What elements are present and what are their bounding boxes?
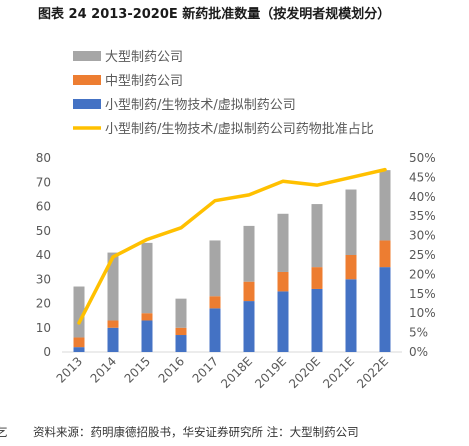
x-tick-label: 2013 (54, 354, 85, 385)
y-right-tick-label: 35% (409, 209, 436, 223)
x-tick-label: 2020E (286, 354, 323, 391)
bar-small (379, 267, 391, 352)
y-right-tick-label: 50% (409, 151, 436, 165)
x-tick-label: 2017 (190, 354, 221, 385)
x-tick-label: 2019E (252, 354, 289, 391)
bar-small (209, 308, 221, 352)
bar-small (73, 347, 85, 352)
bar-medium (243, 281, 255, 302)
bar-medium (277, 271, 289, 292)
bar-large (107, 252, 119, 321)
bar-medium (73, 337, 85, 348)
legend-swatch-2 (73, 99, 101, 109)
y-left-tick-label: 50 (36, 224, 51, 238)
legend-swatch-0 (73, 51, 101, 61)
bar-small (345, 279, 357, 352)
y-left-tick-label: 40 (36, 248, 51, 262)
y-left-tick-label: 0 (43, 345, 51, 359)
y-right-tick-label: 5% (409, 326, 428, 340)
y-right-tick-label: 25% (409, 248, 436, 262)
bar-medium (175, 327, 187, 336)
y-right-tick-label: 20% (409, 267, 436, 281)
series-line-small-share (77, 167, 387, 325)
bar-medium (345, 255, 357, 280)
bar-large (379, 170, 391, 241)
y-left-tick-label: 30 (36, 272, 51, 286)
bar-small (107, 327, 119, 352)
legend-label-2: 小型制药/生物技术/虚拟制药公司 (105, 98, 296, 113)
bar-medium (141, 313, 153, 321)
bar-large (243, 225, 255, 282)
bar-large (345, 189, 357, 255)
bar-medium (311, 267, 323, 289)
legend-label-3: 小型制药/生物技术/虚拟制药公司药物批准占比 (105, 122, 374, 137)
y-left-tick-label: 10 (36, 321, 51, 335)
x-tick-label: 2015 (122, 354, 153, 385)
bar-medium (209, 296, 221, 309)
bar-large (311, 204, 323, 268)
cropped-text-fragment: 乞 (0, 425, 8, 439)
chart-title: 图表 24 2013-2020E 新药批准数量（按发明者规模划分） (38, 7, 391, 22)
y-right-tick-label: 0% (409, 345, 428, 359)
bar-small (277, 291, 289, 352)
legend-label-1: 中型制药公司 (105, 74, 183, 89)
bar-small (243, 301, 255, 352)
y-right-tick-label: 45% (409, 170, 436, 184)
legend-swatch-1 (73, 75, 101, 85)
bar-large (73, 286, 85, 338)
y-left-tick-label: 60 (36, 200, 51, 214)
x-tick-label: 2014 (88, 354, 119, 385)
y-right-tick-label: 40% (409, 190, 436, 204)
bar-large (277, 213, 289, 272)
bar-small (141, 320, 153, 352)
y-left-tick-label: 20 (36, 297, 51, 311)
y-right-tick-label: 15% (409, 287, 436, 301)
y-left-tick-label: 70 (36, 175, 51, 189)
bar-large (141, 242, 153, 314)
bar-small (175, 335, 187, 352)
bar-small (311, 288, 323, 352)
x-tick-label: 2016 (156, 354, 187, 385)
y-left-tick-label: 80 (36, 151, 51, 165)
bar-medium (107, 320, 119, 328)
source-note: 资料来源：药明康德招股书，华安证券研究所 注：大型制药公司 (33, 425, 359, 439)
y-right-tick-label: 30% (409, 229, 436, 243)
x-tick-label: 2021E (320, 354, 357, 391)
x-tick-label: 2018E (218, 354, 255, 391)
bar-large (175, 298, 187, 328)
bar-large (209, 240, 221, 297)
y-right-tick-label: 10% (409, 306, 436, 320)
legend-label-0: 大型制药公司 (105, 50, 183, 65)
bar-medium (379, 240, 391, 268)
x-tick-label: 2022E (354, 354, 391, 391)
